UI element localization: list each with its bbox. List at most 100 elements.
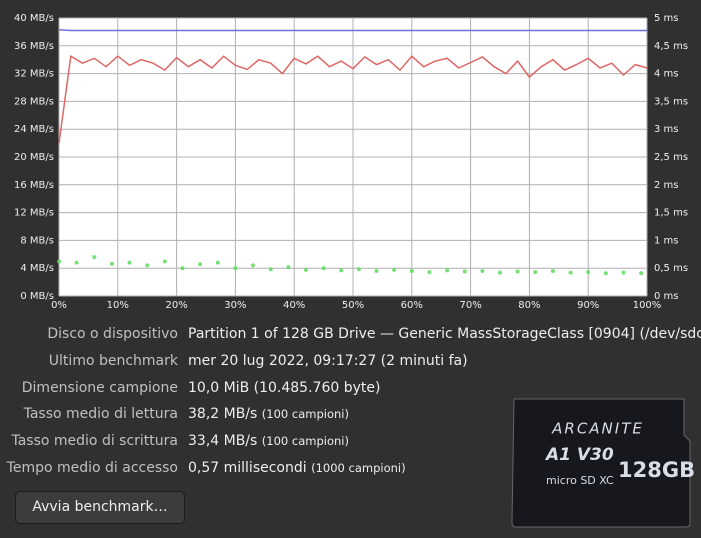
info-value: 0,57 millisecondi [188, 460, 307, 476]
info-label: Tasso medio di lettura [23, 406, 178, 423]
x-tick-label: 10% [107, 300, 129, 311]
card-type: micro SD XC [546, 474, 614, 487]
y2-tick-label: 3,5 ms [654, 96, 688, 107]
info-note: (100 campioni) [261, 407, 349, 422]
y-tick-label: 12 MB/s [14, 208, 54, 219]
y-tick-label: 0 MB/s [20, 291, 54, 302]
access-point [251, 263, 256, 268]
x-tick-label: 0% [51, 300, 67, 311]
info-row: Ultimo benchmark mer 20 lug 2022, 09:17:2… [0, 349, 701, 375]
access-point [215, 260, 220, 265]
x-tick-label: 50% [342, 300, 364, 311]
x-tick-label: 80% [518, 300, 540, 311]
y-tick-label: 36 MB/s [14, 41, 54, 52]
y-tick-label: 16 MB/s [14, 180, 54, 191]
x-tick-label: 100% [633, 300, 662, 311]
card-capacity: 128GB [618, 458, 695, 482]
y-tick-label: 24 MB/s [14, 124, 54, 135]
access-point [533, 270, 538, 275]
x-tick-label: 70% [459, 300, 481, 311]
card-brand: ARCANITE [551, 420, 644, 438]
access-point [57, 259, 61, 264]
info-value: 33,4 MB/s [188, 433, 258, 450]
access-point [445, 268, 450, 273]
access-point [286, 265, 291, 270]
access-point [568, 270, 573, 275]
access-point [198, 262, 203, 267]
access-point [462, 269, 467, 274]
info-label: Ultimo benchmark [48, 352, 178, 369]
y2-tick-label: 1,5 ms [654, 208, 688, 219]
series-line [58, 54, 648, 144]
access-point [356, 267, 361, 272]
series-line [58, 29, 647, 32]
access-point [162, 259, 167, 264]
access-point [374, 268, 379, 273]
y2-tick-label: 4 ms [654, 69, 679, 80]
access-point [303, 267, 308, 272]
y-tick-label: 40 MB/s [14, 13, 54, 24]
y-tick-label: 20 MB/s [14, 152, 54, 163]
x-tick-label: 20% [165, 300, 187, 311]
y2-tick-label: 3 ms [654, 124, 679, 135]
info-value-group: mer 20 lug 2022, 09:17:27 (2 minuti fa) [188, 353, 468, 369]
info-value-group: 38,2 MB/s (100 campioni) [188, 406, 349, 422]
chart: 0 MB/s 4 MB/s 8 MB/s 12 MB/s 16 MB/s 20 MB/s 2… [14, 13, 688, 311]
info-value-group: 0,57 millisecondi (1000 campioni) [188, 460, 406, 476]
benchmark-button[interactable]: Avvia benchmark… [15, 491, 185, 524]
access-point [586, 270, 591, 275]
info-label: Dimensione campione [21, 379, 178, 396]
x-tick-label: 60% [401, 300, 423, 311]
info-value-group: Partition 1 of 128 GB Drive — Generic Ma… [188, 326, 701, 342]
info-row: Tempo medio di accesso 0,57 millisecondi … [0, 456, 701, 482]
info-value: 38,2 MB/s [188, 406, 258, 423]
access-point [392, 267, 397, 272]
access-point [268, 267, 273, 272]
access-point [427, 270, 432, 275]
x-tick-label: 40% [283, 300, 305, 311]
y-tick-label: 4 MB/s [20, 263, 54, 274]
info-value-group: 33,4 MB/s (100 campioni) [188, 433, 349, 449]
card-body [511, 398, 691, 528]
info-row: Dimensione campione 10,0 MiB (10.485.760 … [0, 376, 701, 402]
access-point [498, 270, 502, 275]
access-point [621, 270, 626, 275]
access-point [92, 255, 97, 260]
access-point [145, 263, 150, 268]
info-label: Tempo medio di accesso [6, 460, 178, 476]
access-point [233, 266, 238, 271]
access-point [74, 260, 79, 265]
info-label: Disco o dispositivo [47, 326, 178, 342]
info-value: mer 20 lug 2022, 09:17:27 (2 minuti fa) [188, 352, 468, 369]
info-value: Partition 1 of 128 GB Drive — Generic Ma… [188, 326, 701, 342]
y2-tick-label: 4,5 ms [654, 41, 688, 52]
info-note: (100 campioni) [261, 434, 349, 449]
y2-tick-label: 2,5 ms [654, 152, 688, 163]
y-tick-label: 28 MB/s [14, 96, 54, 107]
y2-tick-label: 0 ms [654, 291, 679, 302]
y2-tick-label: 0,5 ms [654, 263, 688, 274]
access-point [639, 271, 644, 276]
card-image: ARCANITE A1 V30 micro SD XC 128GB [511, 398, 695, 528]
access-point [339, 268, 344, 273]
y-tick-label: 32 MB/s [14, 69, 54, 80]
y2-tick-label: 5 ms [654, 13, 679, 24]
access-point [603, 271, 608, 276]
info-value-group: 10,0 MiB (10.485.760 byte) [188, 380, 380, 396]
access-point [550, 268, 555, 273]
access-point [321, 266, 326, 271]
info-row: Disco o dispositivo Partition 1 of 128 GB… [0, 322, 701, 348]
info-row: Tasso medio di lettura 38,2 MB/s (100 cam… [0, 402, 701, 428]
access-point [127, 260, 132, 265]
y2-tick-label: 2 ms [654, 180, 679, 191]
access-point [109, 261, 114, 266]
y-tick-label: 8 MB/s [20, 235, 54, 246]
info-value: 10,0 MiB (10.485.760 byte) [188, 379, 381, 396]
card-class: A1 V30 [544, 445, 614, 465]
access-point [515, 269, 520, 274]
access-point [409, 268, 414, 273]
info-note: (1000 campioni) [311, 461, 406, 475]
info-row: Tasso medio di scrittura 33,4 MB/s (100 c… [0, 429, 701, 455]
access-point [480, 268, 485, 273]
